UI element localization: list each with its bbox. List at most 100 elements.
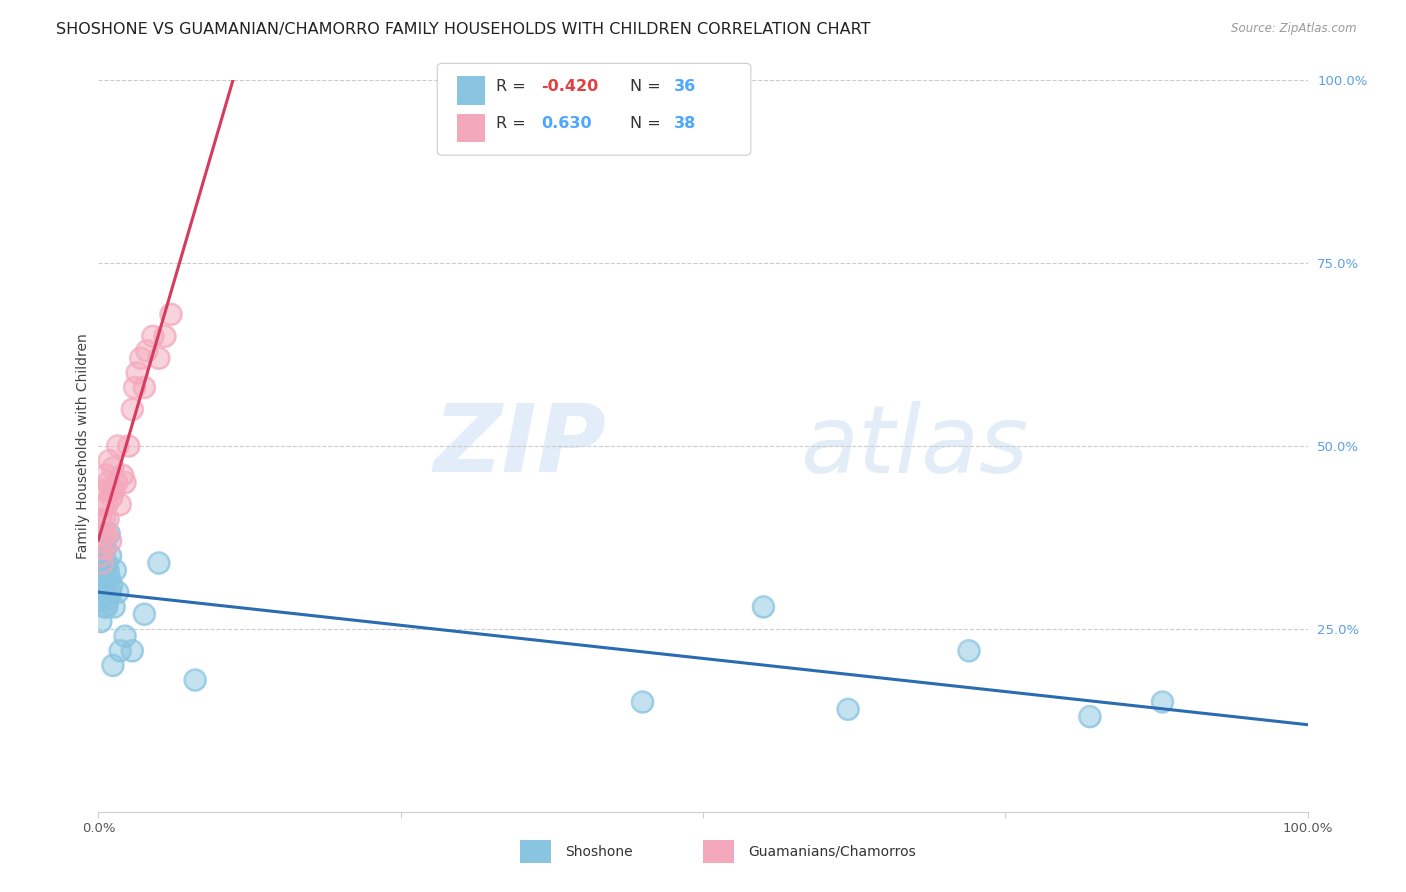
Point <box>98 571 121 585</box>
Point <box>91 585 114 599</box>
Point <box>98 453 121 467</box>
Point <box>91 556 114 570</box>
Point <box>90 512 112 526</box>
Point <box>96 526 118 541</box>
Point <box>118 439 141 453</box>
Point <box>94 468 117 483</box>
Text: atlas: atlas <box>800 401 1028 491</box>
Point <box>103 483 125 497</box>
Point <box>129 351 152 366</box>
Point <box>111 468 134 483</box>
Point <box>100 483 122 497</box>
Point <box>101 658 124 673</box>
Point <box>94 541 117 556</box>
Point <box>91 585 114 599</box>
Point <box>98 453 121 467</box>
Point <box>97 512 120 526</box>
Point <box>631 695 654 709</box>
Text: N =: N = <box>630 78 666 94</box>
Point <box>100 585 122 599</box>
Point <box>124 380 146 394</box>
Point <box>108 498 131 512</box>
Point <box>111 468 134 483</box>
Point <box>91 556 114 570</box>
Point <box>96 599 118 614</box>
Point <box>91 526 114 541</box>
Point <box>114 475 136 490</box>
Point <box>96 498 118 512</box>
Point <box>89 526 111 541</box>
Text: SHOSHONE VS GUAMANIAN/CHAMORRO FAMILY HOUSEHOLDS WITH CHILDREN CORRELATION CHART: SHOSHONE VS GUAMANIAN/CHAMORRO FAMILY HO… <box>56 22 870 37</box>
Point <box>94 578 117 592</box>
Point <box>91 534 114 549</box>
Point <box>134 607 156 622</box>
Text: 0.630: 0.630 <box>541 116 592 131</box>
Point <box>97 563 120 577</box>
Point <box>108 498 131 512</box>
Point <box>184 673 207 687</box>
Point <box>114 475 136 490</box>
Point <box>631 695 654 709</box>
Point <box>108 644 131 658</box>
Point <box>142 329 165 343</box>
Point <box>101 461 124 475</box>
Point <box>90 592 112 607</box>
Point <box>148 351 170 366</box>
Point <box>1152 695 1174 709</box>
Point <box>100 490 122 504</box>
Point <box>134 380 156 394</box>
Point <box>1078 709 1101 723</box>
Point <box>91 526 114 541</box>
Point <box>94 541 117 556</box>
Point <box>184 673 207 687</box>
Point <box>89 541 111 556</box>
Point <box>94 578 117 592</box>
Point <box>96 498 118 512</box>
Point <box>93 512 115 526</box>
Point <box>93 599 115 614</box>
Point <box>134 607 156 622</box>
Point <box>89 571 111 585</box>
Point <box>96 556 118 570</box>
Point <box>91 549 114 563</box>
Point <box>160 307 183 321</box>
Point <box>94 541 117 556</box>
Point <box>752 599 775 614</box>
Point <box>1152 695 1174 709</box>
Point <box>105 475 128 490</box>
Point <box>91 549 114 563</box>
Point <box>90 549 112 563</box>
Point <box>91 578 114 592</box>
Text: Guamanians/Chamorros: Guamanians/Chamorros <box>748 845 915 859</box>
Point <box>100 578 122 592</box>
Point <box>98 571 121 585</box>
Point <box>90 592 112 607</box>
Point <box>142 329 165 343</box>
Point <box>90 615 112 629</box>
Point <box>127 366 149 380</box>
Point <box>148 556 170 570</box>
Point <box>837 702 859 716</box>
Point <box>91 498 114 512</box>
Text: 38: 38 <box>673 116 696 131</box>
Point <box>93 563 115 577</box>
Point <box>96 599 118 614</box>
Point <box>124 380 146 394</box>
Point <box>104 563 127 577</box>
Point <box>93 512 115 526</box>
Point <box>101 658 124 673</box>
Point <box>97 475 120 490</box>
Point <box>1078 709 1101 723</box>
Point <box>104 563 127 577</box>
Text: Shoshone: Shoshone <box>565 845 633 859</box>
Point <box>97 592 120 607</box>
Point <box>105 475 128 490</box>
Text: -0.420: -0.420 <box>541 78 599 94</box>
Point <box>118 439 141 453</box>
Point <box>93 483 115 497</box>
Point <box>90 512 112 526</box>
Point <box>97 592 120 607</box>
Point <box>97 563 120 577</box>
Point <box>135 343 157 358</box>
Point <box>107 439 129 453</box>
